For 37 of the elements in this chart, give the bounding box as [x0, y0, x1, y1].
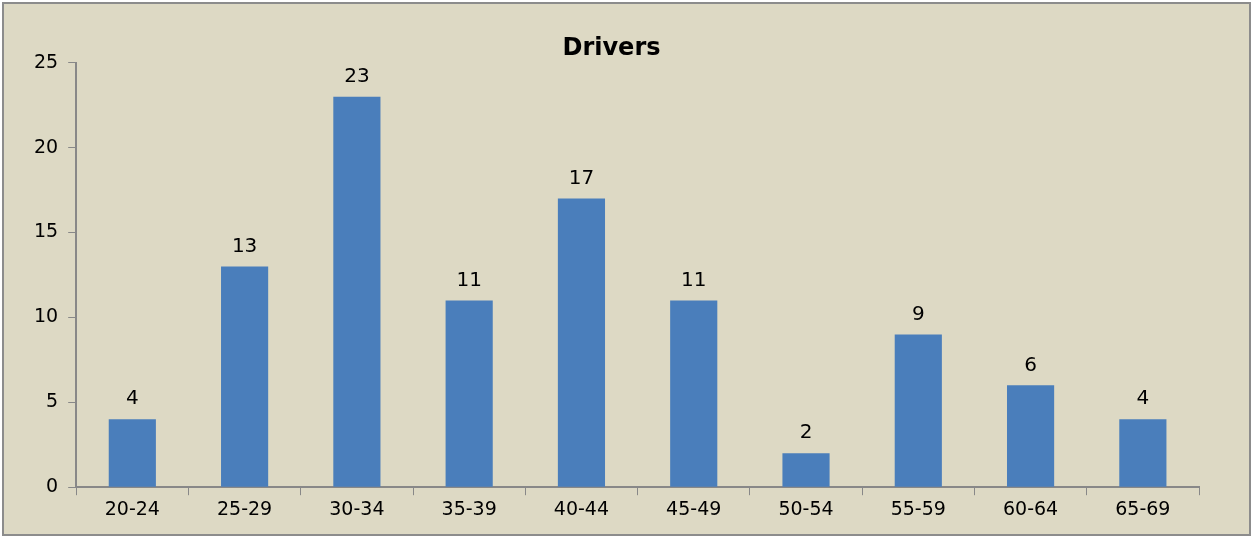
- data-label: 4: [1136, 385, 1150, 410]
- bar: [445, 300, 493, 487]
- data-label: 17: [568, 164, 595, 189]
- data-label: 2: [799, 419, 813, 444]
- y-tick-label: 20: [33, 134, 59, 157]
- bar: [894, 334, 942, 487]
- data-label: 13: [231, 232, 258, 257]
- y-tick-label: 0: [46, 474, 59, 497]
- bar: [1007, 385, 1055, 487]
- data-label: 11: [681, 266, 707, 291]
- x-tick-label: 60-64: [1002, 496, 1059, 519]
- bar: [221, 266, 269, 487]
- y-tick-label: 25: [33, 49, 59, 72]
- data-label: 23: [344, 62, 370, 87]
- chart-title: Drivers: [562, 32, 661, 61]
- x-tick-label: 35-39: [441, 496, 497, 519]
- x-tick-label: 20-24: [104, 496, 160, 519]
- bar: [1119, 419, 1167, 487]
- x-tick-label: 25-29: [216, 496, 273, 519]
- y-tick-label: 5: [46, 389, 59, 412]
- y-tick-label: 10: [33, 304, 59, 327]
- x-tick-label: 30-34: [329, 496, 385, 519]
- bar: [782, 453, 830, 487]
- x-tick-label: 40-44: [553, 496, 610, 519]
- bar: [557, 198, 606, 487]
- x-tick-label: 55-59: [890, 496, 946, 519]
- data-label: 9: [911, 300, 925, 325]
- data-label: 6: [1024, 351, 1037, 376]
- bar: [670, 300, 718, 487]
- y-tick-label: 15: [33, 219, 59, 242]
- data-label: 11: [456, 266, 482, 291]
- bar: [333, 96, 381, 487]
- bar: [108, 419, 156, 487]
- x-tick-label: 50-54: [778, 496, 834, 519]
- x-tick-label: 45-49: [666, 496, 722, 519]
- x-tick-label: 65-69: [1115, 496, 1171, 519]
- data-label: 4: [125, 385, 139, 410]
